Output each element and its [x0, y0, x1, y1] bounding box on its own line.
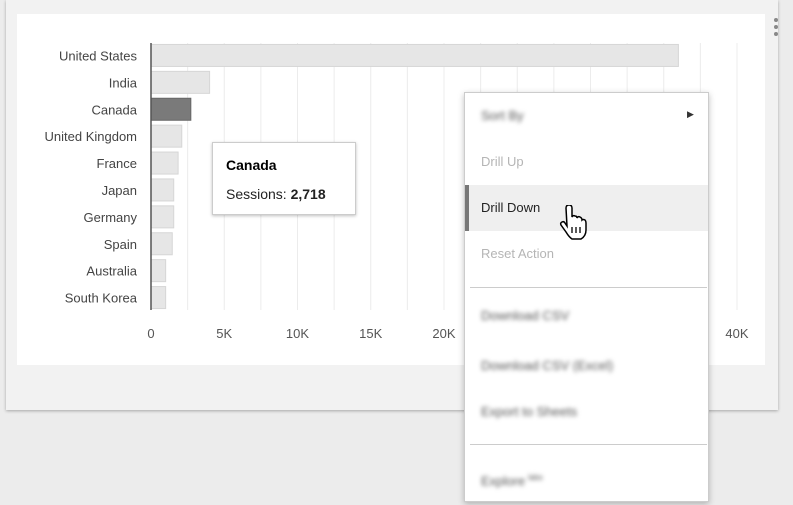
hand-pointer-cursor-icon [559, 205, 587, 240]
menu-label: Download CSV (Excel) [481, 358, 614, 373]
x-tick-label: 15K [359, 326, 382, 341]
tooltip-value: 2,718 [290, 186, 326, 202]
bar[interactable] [150, 43, 679, 67]
menu-item-download-csv[interactable]: Download CSV [465, 293, 708, 339]
menu-label: Reset Action [481, 246, 554, 261]
bar[interactable] [150, 205, 175, 229]
bar[interactable] [150, 70, 211, 94]
menu-item-export-sheets[interactable]: Export to Sheets [465, 389, 708, 435]
x-tick-label: 20K [432, 326, 455, 341]
category-label: France [97, 156, 137, 171]
x-tick-label: 40K [725, 326, 748, 341]
bar[interactable] [150, 97, 192, 121]
menu-item-reset-action[interactable]: Reset Action [465, 231, 708, 277]
category-label: United Kingdom [45, 129, 138, 144]
menu-label: Drill Up [481, 154, 524, 169]
category-label: India [109, 75, 138, 90]
x-tick-label: 0 [147, 326, 154, 341]
category-label: Australia [86, 264, 137, 279]
tooltip: Canada Sessions: 2,718 [212, 142, 356, 215]
menu-divider [470, 287, 707, 288]
more-options-icon[interactable] [774, 18, 780, 38]
menu-label: Export to Sheets [481, 404, 578, 419]
tooltip-title: Canada [226, 157, 277, 173]
menu-label: Drill Down [481, 200, 541, 215]
bar[interactable] [150, 178, 175, 202]
bar[interactable] [150, 232, 173, 256]
tooltip-value-line: Sessions: 2,718 [226, 186, 326, 202]
menu-item-sort-by[interactable]: Sort By [465, 93, 708, 139]
menu-item-download-csv-excel[interactable]: Download CSV (Excel) [465, 343, 708, 389]
menu-label: Download CSV [481, 308, 570, 323]
context-menu: Sort By ▶ Drill Up Drill Down Reset Acti… [464, 92, 709, 502]
bar[interactable] [150, 286, 167, 310]
menu-label: Sort By [481, 108, 524, 123]
menu-divider [470, 444, 707, 445]
menu-item-drill-up[interactable]: Drill Up [465, 139, 708, 185]
tooltip-label: Sessions: [226, 186, 291, 202]
x-tick-label: 5K [216, 326, 232, 341]
bar[interactable] [150, 259, 167, 283]
menu-label: Explore [481, 473, 526, 489]
category-label: United States [59, 48, 138, 63]
bar[interactable] [150, 151, 179, 175]
category-label: South Korea [65, 291, 138, 306]
x-tick-label: 10K [286, 326, 309, 341]
bar[interactable] [150, 124, 183, 148]
category-label: Canada [91, 102, 137, 117]
menu-item-explore[interactable]: Explore labs [465, 455, 708, 501]
submenu-arrow-icon: ▶ [687, 109, 694, 119]
category-label: Spain [104, 237, 137, 252]
labs-badge: labs [528, 473, 543, 482]
category-label: Japan [102, 183, 137, 198]
category-label: Germany [84, 210, 138, 225]
